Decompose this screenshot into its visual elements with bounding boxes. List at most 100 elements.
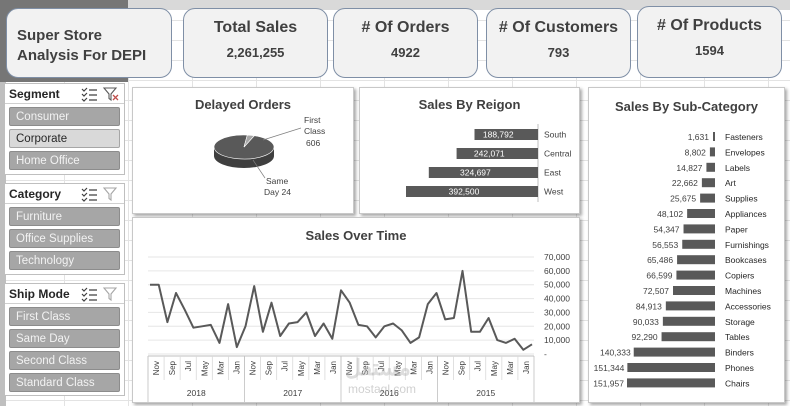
chart-sales-by-region[interactable]: Sales By Reigon 188,792 South 242,071 Centr… — [359, 87, 580, 214]
multi-select-icon[interactable] — [80, 186, 98, 202]
subcategory-value-label: 14,827 — [676, 163, 702, 173]
region-bar-plot: 188,792 South 242,071 Central 324,697 East 392… — [406, 124, 572, 202]
line-ytick-label: 20,000 — [544, 321, 570, 331]
line-xtick-month-label: Sep — [458, 360, 467, 375]
subcategory-bar — [706, 162, 715, 172]
line-xtick-month-label: Sep — [168, 360, 177, 375]
subcategory-bar — [661, 332, 715, 342]
kpi-value: 2,261,255 — [226, 45, 285, 60]
kpi-label: # Of Orders — [361, 19, 450, 36]
subcategory-category-label: Appliances — [725, 209, 767, 219]
region-value-label: 188,792 — [483, 130, 514, 140]
subcategory-value-label: 140,333 — [600, 348, 631, 358]
kpi-label: Total Sales — [213, 19, 298, 36]
subcategory-bar — [627, 378, 715, 388]
line-xtick-month-label: May — [200, 361, 209, 376]
watermark-url: mostaql.com — [348, 382, 417, 396]
subcategory-bar — [673, 286, 715, 295]
subcategory-category-label: Supplies — [725, 194, 758, 204]
line-xtick-month-label: Jan — [232, 361, 241, 374]
subcategory-category-label: Copiers — [725, 271, 754, 281]
pie-value-label: 606 — [306, 138, 320, 148]
ribbon-edge — [0, 0, 790, 10]
subcategory-category-label: Accessories — [725, 301, 771, 311]
line-ytick-label: 30,000 — [544, 307, 570, 317]
slicer-item-office-supplies[interactable]: Office Supplies — [9, 229, 120, 248]
clear-filter-icon[interactable] — [102, 286, 120, 302]
subcategory-value-label: 1,631 — [688, 132, 710, 142]
region-category-label: Central — [544, 149, 572, 159]
slicer-header: Segment — [5, 84, 124, 104]
slicer-item-same-day[interactable]: Same Day — [9, 329, 120, 348]
slicer-ship-mode: Ship Mode First Class Same Day Second Cl… — [4, 283, 125, 396]
subcategory-bar — [683, 224, 715, 234]
subcategory-bar — [713, 132, 715, 141]
subcategory-value-label: 84,913 — [636, 301, 662, 311]
line-xtick-month-label: Nov — [442, 361, 451, 375]
kpi-value: 793 — [547, 45, 570, 60]
subcategory-value-label: 54,347 — [654, 224, 680, 234]
line-xtick-month-label: Nov — [152, 361, 161, 375]
line-year-label: 2017 — [283, 388, 302, 398]
line-plot: - 10,000 20,000 30,000 40,000 50,000 60,000 70,… — [147, 252, 570, 402]
line-ytick-label: 40,000 — [544, 294, 570, 304]
line-xtick-month-label: Jan — [329, 361, 338, 374]
kpi-total-sales: Total Sales 2,261,255 — [183, 8, 328, 78]
slicer-item-home-office[interactable]: Home Office — [9, 151, 120, 170]
slicer-item-second-class[interactable]: Second Class — [9, 351, 120, 370]
slicer-item-standard-class[interactable]: Standard Class — [9, 373, 120, 392]
multi-select-icon[interactable] — [80, 86, 98, 102]
chart-title: Sales By Sub-Category — [614, 99, 759, 114]
region-value-label: 392,500 — [449, 187, 480, 197]
subcategory-value-label: 48,102 — [657, 209, 683, 219]
clear-filter-icon[interactable] — [102, 86, 120, 102]
line-ytick-label: 60,000 — [544, 266, 570, 276]
subcategory-value-label: 151,344 — [594, 363, 625, 373]
region-bar — [406, 186, 538, 197]
slicer-title: Segment — [9, 86, 60, 101]
line-xtick-month-label: Jul — [184, 361, 193, 371]
slicer-item-consumer[interactable]: Consumer — [9, 107, 120, 126]
subcategory-category-label: Art — [725, 178, 737, 188]
subcategory-bar-plot: 1,631 Fasteners 8,802 Envelopes 14,827 Labels… — [593, 132, 771, 388]
dashboard-title-line1: Super Store — [17, 27, 103, 44]
slicer-title: Ship Mode — [9, 286, 70, 301]
subcategory-value-label: 151,957 — [593, 378, 624, 388]
clear-filter-icon[interactable] — [102, 186, 120, 202]
slicer-item-furniture[interactable]: Furniture — [9, 207, 120, 226]
subcategory-category-label: Machines — [725, 286, 761, 296]
subcategory-value-label: 8,802 — [685, 147, 707, 157]
chart-sales-over-time[interactable]: Sales Over Time - 10,000 20,000 30,000 40,00… — [132, 217, 580, 403]
subcategory-value-label: 65,486 — [647, 255, 673, 265]
chart-delayed-orders[interactable]: Delayed Orders First Class 606 Same Day 24 — [132, 87, 354, 214]
line-ytick-label: 10,000 — [544, 335, 570, 345]
subcategory-value-label: 25,675 — [670, 194, 696, 204]
slicer-item-technology[interactable]: Technology — [9, 251, 120, 270]
pie-side — [214, 147, 274, 168]
kpi-label: # Of Products — [657, 17, 762, 34]
kpi-products: # Of Products 1594 — [637, 6, 782, 78]
subcategory-category-label: Binders — [725, 348, 754, 358]
subcategory-bar — [682, 239, 715, 249]
slicer-title: Category — [9, 186, 62, 201]
subcategory-value-label: 66,599 — [646, 271, 672, 281]
line-xtick-month-label: Sep — [361, 360, 370, 375]
subcategory-bar — [677, 255, 715, 265]
line-xtick-month-label: Nov — [345, 361, 354, 375]
line-xtick-month-label: May — [393, 361, 402, 376]
pie-slice — [243, 134, 255, 148]
chart-sales-by-subcategory[interactable]: Sales By Sub-Category 1,631 Fasteners 8,80… — [588, 87, 785, 403]
region-category-label: East — [544, 168, 562, 178]
slicer-item-corporate[interactable]: Corporate — [9, 129, 120, 148]
pie-label: Same — [266, 176, 288, 186]
subcategory-bar — [633, 347, 715, 357]
subcategory-bar — [665, 301, 715, 311]
subcategory-category-label: Paper — [725, 224, 748, 234]
row-header-strip — [0, 0, 6, 406]
slicer-item-first-class[interactable]: First Class — [9, 307, 120, 326]
slicer-category: Category Furniture Office Supplies Techn… — [4, 183, 125, 275]
chart-title: Delayed Orders — [194, 97, 292, 112]
multi-select-icon[interactable] — [80, 286, 98, 302]
line-xtick-month-label: May — [490, 361, 499, 376]
